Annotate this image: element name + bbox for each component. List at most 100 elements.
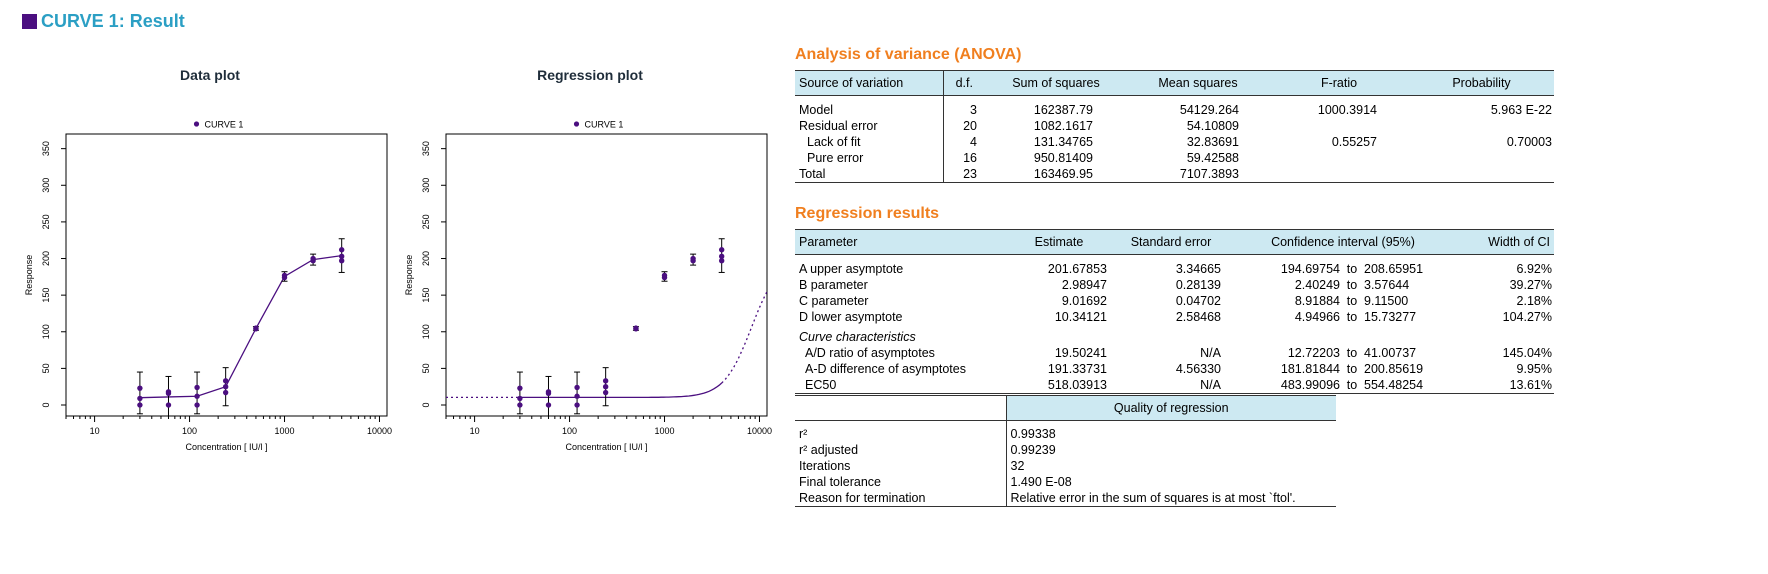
anova-f-cell (1269, 118, 1409, 134)
quality-value-cell: 0.99239 (1005, 442, 1336, 458)
y-axis: 0 50 100 150 200 250 300 350 (41, 141, 66, 408)
quality-value-cell: 0.99338 (1005, 420, 1336, 442)
anova-ms-cell: 54129.264 (1179, 103, 1239, 117)
reg-se-cell: N/A (1113, 377, 1229, 394)
data-point (574, 393, 580, 399)
data-point (310, 255, 316, 262)
ci-high: 208.65951 (1364, 262, 1424, 276)
reg-se-cell: 0.04702 (1175, 294, 1221, 308)
quality-header-row: Quality of regression (795, 395, 1336, 421)
error-bar (545, 375, 552, 417)
anova-f-cell (1269, 166, 1409, 183)
x-tick-label: 10 (470, 426, 480, 436)
reg-ci-cell: 2.40249 to 3.57644 (1229, 277, 1457, 293)
x-tick-label: 100 (562, 426, 577, 436)
anova-f-cell: 0.55257 (1331, 135, 1377, 149)
reg-estimate-cell: 201.67853 (1047, 262, 1107, 276)
anova-p-cell (1409, 150, 1554, 166)
quality-row: Final tolerance 1.490 E-08 (795, 474, 1336, 490)
data-point (194, 384, 200, 391)
reg-parameter-cell: D lower asymptote (799, 310, 903, 324)
data-point (718, 247, 725, 253)
quality-label-cell: Final tolerance (799, 475, 881, 489)
curve-color-square-icon (22, 13, 37, 29)
anova-ms-cell: 7107.3893 (1127, 166, 1269, 183)
anova-ms-cell: 59.42588 (1186, 151, 1239, 165)
quality-value-cell: Relative error in the sum of squares is … (1005, 490, 1336, 507)
anova-ss-cell: 1082.1617 (1033, 119, 1093, 133)
ci-low: 4.94966 (1294, 310, 1340, 324)
y-tick-label: 300 (41, 178, 51, 193)
curve-characteristics-label: Curve characteristics (799, 330, 916, 344)
data-point (338, 247, 345, 253)
x-tick-label: 10000 (747, 426, 772, 436)
anova-row: Residual error 20 1082.1617 54.10809 (795, 118, 1554, 134)
reg-width-cell: 39.27% (1509, 278, 1552, 292)
anova-row: Total 23 163469.95 7107.3893 (795, 166, 1554, 183)
anova-col-f: F-ratio (1269, 70, 1409, 96)
anova-source-cell: Model (799, 103, 834, 117)
reg-col-parameter: Parameter (795, 229, 1005, 255)
quality-value-cell: 1.490 E-08 (1005, 474, 1336, 490)
reg-col-se: Standard error (1113, 229, 1229, 255)
anova-col-ms: Mean squares (1127, 70, 1269, 96)
y-tick-label: 0 (421, 403, 431, 408)
data-point (690, 255, 696, 262)
anova-ss-cell: 950.81409 (1033, 151, 1093, 165)
anova-f-cell (1269, 150, 1409, 166)
y-axis-label: Response (24, 255, 34, 296)
regression-row: C parameter 9.01692 0.04702 8.91884 to 9.1150… (795, 293, 1554, 309)
y-tick-label: 150 (41, 288, 51, 303)
y-axis-label: Response (404, 255, 414, 296)
y-tick-label: 200 (421, 251, 431, 266)
y-tick-label: 50 (421, 363, 431, 373)
quality-header: Quality of regression (1005, 395, 1336, 421)
y-tick-label: 150 (421, 288, 431, 303)
ci-low: 2.40249 (1294, 278, 1340, 292)
data-point (222, 378, 229, 384)
reg-estimate-cell: 9.01692 (1061, 294, 1107, 308)
anova-source-cell: Pure error (807, 151, 864, 165)
reg-ci-cell: 8.91884 to 9.11500 (1229, 293, 1457, 309)
reg-se-cell: 2.58468 (1175, 310, 1221, 324)
reg-col-width: Width of CI (1457, 229, 1554, 255)
reg-parameter-cell: A/D ratio of asymptotes (805, 346, 935, 360)
reg-parameter-cell: EC50 (795, 377, 1005, 394)
quality-row: Reason for termination Relative error in … (795, 490, 1336, 507)
ci-to-label: to (1346, 362, 1358, 376)
regression-title: Regression results (795, 205, 940, 222)
anova-col-p: Probability (1409, 70, 1554, 96)
y-tick-label: 50 (41, 363, 51, 373)
anova-ms-cell: 54.10809 (1186, 119, 1239, 133)
data-point (718, 258, 725, 264)
reg-se-cell: N/A (1200, 346, 1221, 360)
data-point (137, 402, 143, 408)
ci-to-label: to (1346, 378, 1358, 392)
quality-row: r² adjusted 0.99239 (795, 442, 1336, 458)
anova-col-ss: Sum of squares (985, 70, 1127, 96)
legend-marker (193, 121, 200, 127)
quality-label-cell: r² (799, 427, 808, 441)
data-point (194, 393, 200, 399)
anova-ss-cell: 162387.79 (1033, 103, 1093, 117)
quality-value-cell: 32 (1005, 458, 1336, 474)
reg-estimate-cell: 2.98947 (1061, 278, 1107, 292)
x-tick-label: 100 (182, 426, 197, 436)
data-point (137, 395, 143, 402)
data-point (633, 325, 639, 331)
y-tick-label: 350 (421, 141, 431, 156)
quality-header-blank (795, 395, 1006, 421)
x-tick-label: 10000 (367, 426, 392, 436)
regression-row: EC50 518.03913 N/A 483.99096 to 554.48254 13.6… (795, 377, 1554, 394)
ci-to-label: to (1346, 294, 1358, 308)
anova-row: Lack of fit 4 131.34765 32.83691 0.55257 0.70… (795, 134, 1554, 150)
y-tick-label: 100 (421, 324, 431, 339)
data-point (718, 253, 725, 260)
data-point (338, 258, 345, 264)
y-tick-label: 100 (41, 324, 51, 339)
legend: CURVE 1 (193, 120, 243, 130)
reg-parameter-cell: C parameter (799, 294, 869, 308)
ci-high: 3.57644 (1364, 278, 1410, 292)
ci-to-label: to (1346, 278, 1358, 292)
